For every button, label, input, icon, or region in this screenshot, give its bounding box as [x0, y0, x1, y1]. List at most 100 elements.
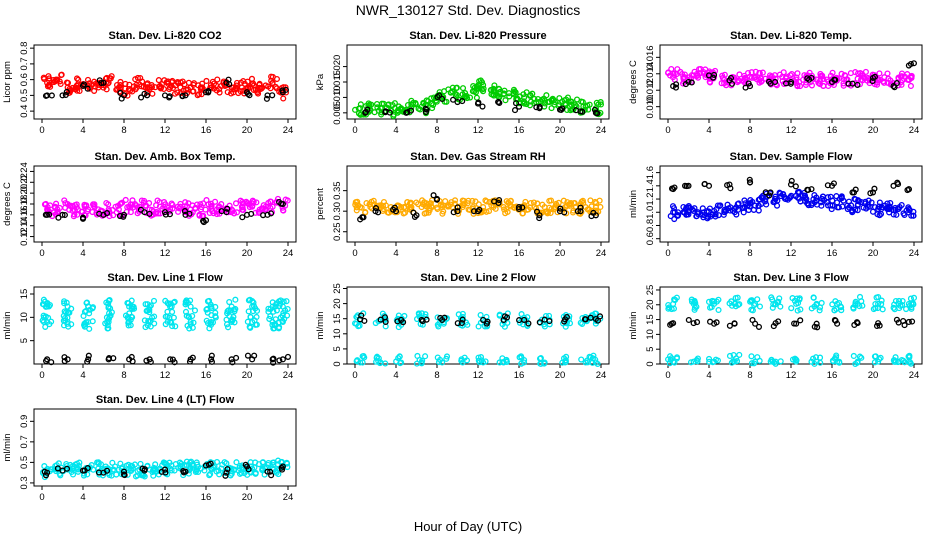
data-point-jitter [280, 207, 287, 214]
data-point-jitter [268, 472, 275, 479]
data-point-jitter [61, 354, 68, 361]
data-point-jitter [544, 209, 552, 216]
data-point-jitter [129, 314, 136, 321]
data-point-jitter [470, 208, 478, 215]
series-1 [39, 296, 291, 317]
data-point-jitter [61, 300, 68, 307]
data-point-jitter [802, 81, 809, 88]
data-point-jitter [247, 313, 254, 320]
data-point-jitter [208, 352, 215, 359]
data-point-jitter [730, 351, 737, 359]
data-point-jitter [707, 318, 714, 325]
data-point-jitter [181, 208, 189, 215]
data-point-jitter [568, 98, 575, 105]
data-point-jitter [85, 352, 92, 359]
data-point-jitter [668, 320, 675, 327]
data-point-jitter [440, 208, 447, 215]
data-point-jitter [516, 100, 523, 107]
data-point-jitter [47, 466, 54, 473]
data-point-jitter [871, 73, 878, 80]
data-point-jitter [222, 472, 229, 479]
data-point-jitter [706, 78, 713, 85]
data-point-jitter [162, 469, 169, 476]
data-point-jitter [708, 304, 715, 311]
data-point-jitter [175, 464, 182, 471]
data-point-jitter [571, 104, 578, 111]
data-point-jitter [908, 72, 915, 79]
figure-title: NWR_130127 Std. Dev. Diagnostics [356, 2, 581, 18]
data-point-jitter [726, 322, 733, 329]
data-point-jitter [267, 85, 274, 92]
data-point-jitter [838, 307, 845, 314]
data-point [577, 208, 584, 215]
data-point-jitter [443, 353, 451, 360]
data-point-jitter [97, 461, 105, 468]
data-point-jitter [584, 357, 591, 364]
x-tick-label: 24 [596, 125, 607, 136]
data-point-jitter [907, 82, 914, 90]
data-point-jitter [225, 307, 232, 314]
data-point-jitter [778, 193, 785, 200]
data-point-jitter [270, 355, 277, 362]
data-point-jitter [144, 92, 151, 99]
data-point-jitter [225, 209, 232, 216]
data-point-jitter [876, 203, 883, 210]
data-point-jitter [382, 109, 389, 116]
x-tick-label: 12 [473, 248, 484, 259]
data-point-jitter [238, 469, 245, 476]
data-point-jitter [588, 213, 595, 220]
data-point-jitter [278, 200, 285, 207]
data-point-jitter [212, 303, 219, 311]
data-point [454, 208, 461, 215]
data-point-jitter [770, 359, 778, 366]
y-tick-label: 0.012 [645, 78, 656, 102]
data-point-jitter [539, 201, 546, 208]
data-point-jitter [270, 325, 277, 332]
data-point-jitter [391, 100, 398, 107]
data-point-jitter [195, 91, 203, 98]
x-tick-label: 4 [706, 125, 711, 136]
x-tick-label: 20 [242, 248, 253, 259]
y-axis-label: ml/min [628, 312, 639, 340]
data-point-jitter [727, 204, 734, 211]
data-point-jitter [426, 205, 433, 212]
data-point-jitter [61, 211, 68, 219]
data-point-jitter [748, 74, 755, 81]
data-point-jitter [248, 210, 255, 217]
data-point-jitter [118, 200, 125, 207]
data-point-jitter [726, 352, 734, 360]
data-point-jitter [137, 206, 145, 213]
data-point-jitter [183, 203, 191, 210]
data-point-jitter [231, 210, 238, 217]
data-point-jitter [748, 69, 755, 76]
x-tick-label: 0 [352, 125, 357, 136]
data-point-jitter [133, 84, 140, 91]
data-point-jitter [727, 185, 734, 192]
data-point-jitter [177, 200, 184, 207]
y-axis-label: kPa [315, 73, 326, 90]
data-point-jitter [592, 356, 599, 363]
data-point-jitter [366, 101, 373, 108]
series-2 [362, 92, 601, 117]
data-point-jitter [284, 353, 292, 360]
data-point-jitter [412, 100, 419, 107]
data-point-jitter [233, 209, 240, 216]
data-point-jitter [499, 359, 506, 366]
data-point-jitter [587, 314, 594, 321]
y-tick-label: 20 [332, 298, 343, 309]
data-point-jitter [86, 310, 93, 317]
data-point-jitter [884, 79, 891, 86]
data-point-jitter [854, 81, 861, 88]
data-point-jitter [259, 466, 266, 473]
data-point-jitter [147, 323, 154, 330]
data-point-jitter [745, 80, 752, 87]
data-point-jitter [218, 208, 225, 215]
x-tick-label: 4 [80, 370, 85, 381]
y-tick-label: 0.9 [19, 415, 30, 428]
data-point-jitter [151, 313, 158, 320]
data-point-jitter [191, 307, 199, 314]
data-point-jitter [699, 211, 706, 218]
data-point-jitter [752, 68, 759, 75]
data-point-jitter [579, 98, 586, 106]
data-point-jitter [80, 312, 87, 320]
